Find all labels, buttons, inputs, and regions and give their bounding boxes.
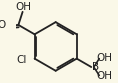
Text: OH: OH bbox=[97, 53, 113, 63]
Text: OH: OH bbox=[15, 2, 31, 12]
Text: B: B bbox=[92, 62, 99, 72]
Text: O: O bbox=[0, 20, 5, 30]
Text: Cl: Cl bbox=[17, 55, 27, 65]
Text: OH: OH bbox=[97, 71, 113, 81]
